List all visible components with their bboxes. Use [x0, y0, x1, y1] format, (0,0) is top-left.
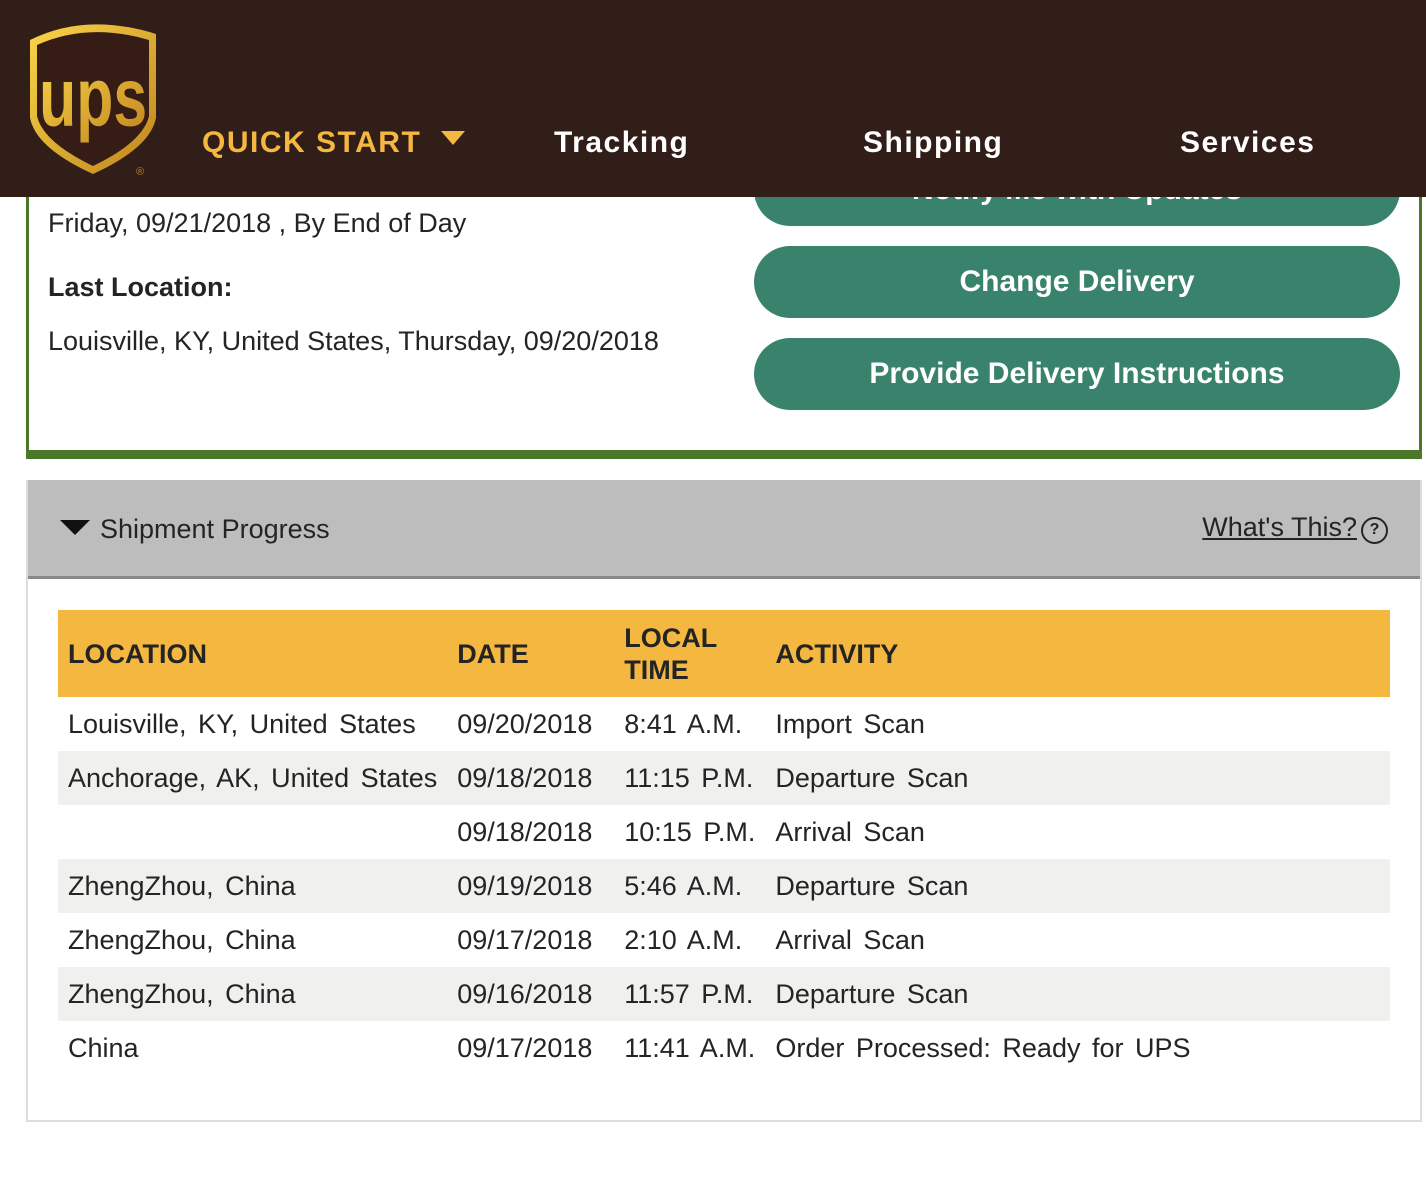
col-date: DATE	[447, 610, 615, 697]
site-header: ups ® QUICK START Tracking Shipping Serv…	[0, 0, 1426, 197]
chevron-down-icon	[441, 131, 466, 146]
change-delivery-button[interactable]: Change Delivery	[754, 246, 1400, 318]
cell-time: 8:41 A.M.	[624, 708, 743, 739]
cell-date: 09/18/2018	[447, 751, 615, 805]
nav-tracking[interactable]: Tracking	[554, 126, 690, 159]
cell-location: Anchorage, AK, United States	[58, 751, 448, 805]
nav-services[interactable]: Services	[1180, 126, 1316, 159]
tracking-summary-card	[26, 150, 1422, 459]
cell-activity: Arrival Scan	[775, 924, 925, 955]
section-title: Shipment Progress	[100, 514, 330, 544]
cell-activity: Departure Scan	[765, 967, 1390, 1021]
shipment-progress-toggle[interactable]: Shipment Progress	[60, 514, 330, 545]
table-row: Louisville, KY, United States 09/20/2018 8…	[58, 697, 1390, 751]
svg-text:ups: ups	[39, 51, 147, 143]
nav-shipping[interactable]: Shipping	[863, 126, 1004, 159]
table-row: ZhengZhou, China 09/17/2018 2:10 A.M. Arriv…	[58, 913, 1390, 967]
table-row: 09/18/2018 10:15 P.M. Arrival Scan	[58, 805, 1390, 859]
cell-activity: Import Scan	[775, 708, 925, 739]
cell-activity: Order Processed: Ready for UPS	[775, 1032, 1191, 1063]
cell-time: 5:46 A.M.	[614, 859, 766, 913]
help-icon[interactable]: ?	[1361, 517, 1388, 544]
cell-date: 09/17/2018	[457, 1032, 593, 1063]
shipment-progress-table: LOCATION DATE LOCAL TIME ACTIVITY Louisv…	[58, 610, 1390, 1075]
col-local-time: LOCAL TIME	[614, 610, 766, 697]
whats-this-link[interactable]: What's This?	[1202, 512, 1357, 542]
cell-time: 2:10 A.M.	[624, 924, 743, 955]
svg-text:®: ®	[136, 166, 144, 178]
nav-label: QUICK START	[202, 126, 422, 159]
table-row: Anchorage, AK, United States 09/18/2018 11…	[58, 751, 1390, 805]
cell-location: ZhengZhou, China	[68, 924, 296, 955]
cell-activity: Departure Scan	[765, 751, 1390, 805]
shipment-progress-panel: Shipment Progress What's This?? LOCATION…	[26, 480, 1422, 1122]
nav-quick-start[interactable]: QUICK START	[202, 126, 466, 160]
cell-activity: Arrival Scan	[775, 816, 925, 847]
whats-this[interactable]: What's This??	[1202, 512, 1388, 544]
cell-activity: Departure Scan	[765, 859, 1390, 913]
cell-time: 10:15 P.M.	[624, 816, 756, 847]
caret-down-icon	[60, 520, 90, 536]
col-activity: ACTIVITY	[765, 610, 1390, 697]
table-row: ZhengZhou, China 09/19/2018 5:46 A.M. Depar…	[58, 859, 1390, 913]
last-location-label: Last Location:	[48, 272, 233, 302]
delivery-date: Friday, 09/21/2018 , By End of Day	[48, 208, 467, 238]
cell-date: 09/19/2018	[447, 859, 615, 913]
cell-time: 11:57 P.M.	[614, 967, 766, 1021]
col-location: LOCATION	[58, 610, 448, 697]
cell-time: 11:15 P.M.	[614, 751, 766, 805]
cell-date: 09/18/2018	[457, 816, 593, 847]
cell-location: China	[68, 1032, 139, 1063]
cell-time: 11:41 A.M.	[624, 1032, 756, 1063]
table-row: ZhengZhou, China 09/16/2018 11:57 P.M. Depa…	[58, 967, 1390, 1021]
cell-location: ZhengZhou, China	[58, 859, 448, 913]
cell-location	[58, 805, 447, 859]
cell-location: Louisville, KY, United States	[68, 708, 416, 739]
shipment-progress-header[interactable]: Shipment Progress What's This??	[28, 480, 1420, 579]
ups-logo[interactable]: ups ®	[26, 18, 160, 178]
cell-date: 09/20/2018	[457, 708, 593, 739]
cell-date: 09/16/2018	[447, 967, 615, 1021]
table-row: China 09/17/2018 11:41 A.M. Order Processed…	[58, 1021, 1390, 1075]
last-location: Louisville, KY, United States, Thursday,…	[48, 326, 659, 356]
cell-date: 09/17/2018	[457, 924, 593, 955]
delivery-instructions-button[interactable]: Provide Delivery Instructions	[754, 338, 1400, 410]
cell-location: ZhengZhou, China	[58, 967, 448, 1021]
